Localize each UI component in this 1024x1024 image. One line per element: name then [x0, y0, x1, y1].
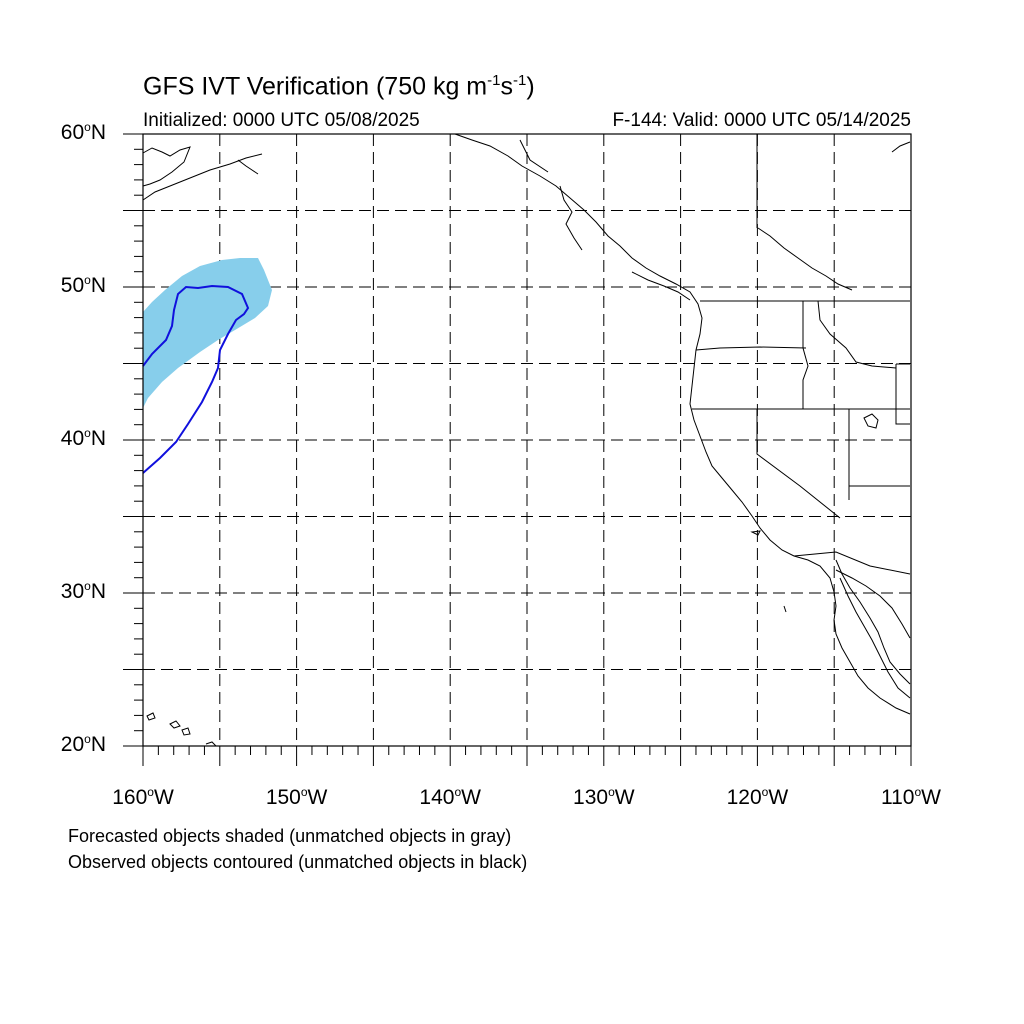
initialized-label: Initialized: 0000 UTC 05/08/2025 — [143, 110, 420, 131]
forecast-object — [143, 258, 272, 408]
lon-tick-label: 110oW — [881, 785, 941, 809]
lon-tick-label: 160oW — [112, 785, 174, 809]
lon-tick-label: 120oW — [726, 785, 789, 809]
map-title: GFS IVT Verification (750 kg m-1s-1) — [143, 72, 535, 101]
legend-observed: Observed objects contoured (unmatched ob… — [68, 852, 528, 872]
lon-tick-label: 130oW — [573, 785, 635, 809]
lat-tick-label: 30oN — [60, 579, 106, 603]
axis-ticks — [123, 133, 912, 766]
lat-tick-label: 50oN — [60, 273, 106, 297]
coastlines — [142, 133, 911, 747]
valid-label: F-144: Valid: 0000 UTC 05/14/2025 — [612, 110, 911, 131]
plot-frame — [142, 133, 912, 747]
graticule — [143, 134, 911, 746]
lat-tick-label: 60oN — [60, 120, 106, 144]
lon-tick-label: 150oW — [265, 785, 328, 809]
observed-contour — [142, 284, 250, 474]
lon-tick-label: 140oW — [419, 785, 481, 809]
lat-tick-label: 40oN — [60, 426, 106, 450]
lat-tick-label: 20oN — [60, 732, 106, 756]
political-borders — [519, 134, 911, 575]
legend-forecast: Forecasted objects shaded (unmatched obj… — [68, 826, 512, 846]
